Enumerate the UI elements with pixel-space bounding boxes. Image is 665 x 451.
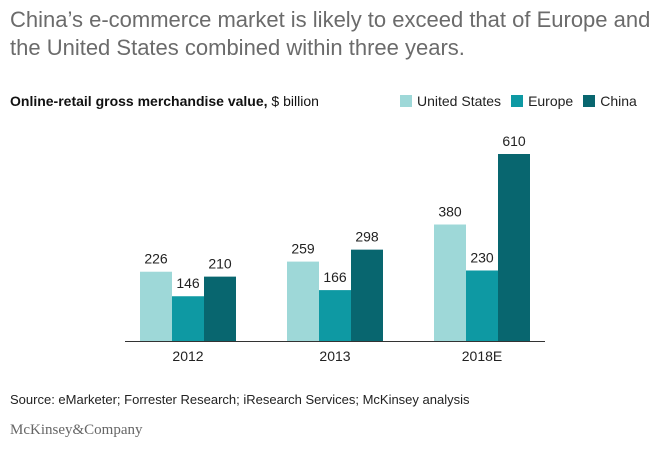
data-label-china-2018e: 610	[502, 133, 526, 149]
data-label-united-states-2012: 226	[144, 251, 168, 267]
bar-china-2012	[204, 276, 236, 341]
chart-headline: China’s e-commerce market is likely to e…	[10, 7, 651, 60]
x-tick-label-2012: 2012	[172, 348, 203, 364]
bar-united-states-2013	[287, 261, 319, 341]
bar-united-states-2018e	[434, 224, 466, 341]
data-label-united-states-2013: 259	[291, 241, 315, 257]
legend-swatch-united-states	[400, 95, 412, 107]
bar-europe-2012	[172, 296, 204, 341]
legend-item-europe: Europe	[511, 93, 573, 109]
data-label-europe-2018e: 230	[470, 249, 494, 265]
bar-china-2013	[351, 249, 383, 341]
data-label-europe-2013: 166	[323, 269, 347, 285]
legend-label-china: China	[600, 93, 637, 109]
legend-swatch-china	[583, 95, 596, 107]
data-label-europe-2012: 146	[176, 275, 200, 291]
x-tick-label-2013: 2013	[319, 348, 350, 364]
bar-europe-2018e	[466, 270, 498, 341]
legend-swatch-europe	[511, 95, 524, 107]
bar-united-states-2012	[140, 271, 172, 341]
brand-logo: McKinsey&Company	[10, 422, 143, 438]
x-tick-label-2018e: 2018E	[462, 348, 502, 364]
data-label-united-states-2018e: 380	[438, 204, 462, 220]
bar-europe-2013	[319, 290, 351, 341]
source-note: Source: eMarketer; Forrester Research; i…	[10, 392, 470, 407]
chart-subtitle: Online-retail gross merchandise value, $…	[10, 93, 319, 109]
legend-item-china: China	[583, 93, 637, 109]
legend-label-europe: Europe	[528, 93, 574, 109]
legend-item-united-states: United States	[400, 93, 501, 109]
subtitle-bold: Online-retail gross merchandise value,	[10, 93, 268, 109]
bar-china-2018e	[498, 154, 530, 341]
data-label-china-2012: 210	[208, 256, 232, 272]
legend-label-united-states: United States	[417, 93, 502, 109]
subtitle-unit: $ billion	[267, 93, 319, 109]
legend: United States Europe China	[400, 93, 647, 109]
data-label-china-2013: 298	[355, 229, 379, 245]
